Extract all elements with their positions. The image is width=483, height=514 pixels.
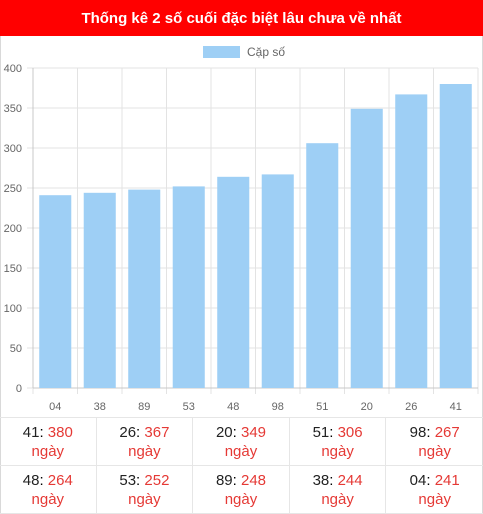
legend-swatch: [203, 46, 240, 58]
stat-days: 248: [240, 471, 267, 489]
stat-days: 367: [144, 423, 170, 441]
stat-unit: ngày: [321, 442, 354, 460]
chart-header: Thống kê 2 số cuối đặc biệt lâu chưa về …: [0, 0, 483, 36]
stat-unit: ngày: [128, 442, 161, 460]
y-tick-label: 250: [4, 183, 22, 195]
stat-number: 38: [312, 471, 330, 489]
stat-number: 53: [119, 471, 137, 489]
bar-51: [306, 143, 339, 388]
stat-unit: ngày: [31, 442, 65, 460]
stat-unit: ngày: [418, 442, 451, 460]
stats-table: 41: 380 ngày 26: 367 ngày 20: 349 ngày 5…: [0, 417, 483, 514]
y-tick-label: 150: [4, 263, 22, 275]
x-tick-label: 89: [138, 401, 150, 413]
stat-cell: 51: 306 ngày: [289, 418, 387, 466]
bar-98: [261, 174, 294, 388]
x-tick-label: 41: [450, 401, 462, 413]
y-tick-label: 0: [16, 383, 22, 395]
stat-cell: 98: 267 ngày: [386, 418, 483, 466]
legend-label: Cặp số: [247, 45, 285, 59]
x-tick-label: 26: [405, 401, 417, 413]
stat-days: 267: [434, 423, 460, 441]
stat-cell: 48: 264 ngày: [0, 466, 97, 514]
bar-20: [350, 108, 383, 389]
stat-cell: 26: 367 ngày: [96, 418, 194, 466]
stat-cell: 38: 244 ngày: [289, 466, 387, 514]
stat-days: 252: [144, 471, 170, 489]
stat-number: 51: [312, 423, 330, 441]
stat-cell: 41: 380 ngày: [0, 418, 97, 466]
x-tick-label: 38: [94, 401, 106, 413]
stat-unit: ngày: [31, 490, 65, 508]
x-tick-label: 04: [49, 401, 61, 413]
bar-38: [83, 192, 116, 388]
stat-number: 48: [22, 471, 40, 489]
stat-days: 306: [337, 423, 363, 441]
stat-days: 244: [337, 471, 363, 489]
y-tick-label: 350: [4, 103, 22, 115]
stat-days: 264: [47, 471, 73, 489]
stat-number: 98: [409, 423, 427, 441]
x-tick-label: 98: [272, 401, 284, 413]
stat-number: 26: [119, 423, 137, 441]
y-tick-label: 100: [4, 303, 22, 315]
y-tick-label: 300: [4, 143, 22, 155]
x-tick-label: 48: [227, 401, 239, 413]
stat-cell: 20: 349 ngày: [193, 418, 290, 466]
bar-89: [128, 189, 161, 388]
stat-unit: ngày: [224, 442, 258, 460]
y-tick-label: 200: [4, 223, 22, 235]
stat-days: 349: [240, 423, 267, 441]
stat-number: 41: [22, 423, 40, 441]
y-tick-label: 50: [10, 343, 22, 355]
bar-04: [39, 195, 72, 388]
stat-number: 89: [215, 471, 233, 489]
bar-26: [395, 94, 428, 389]
chart-title: Thống kê 2 số cuối đặc biệt lâu chưa về …: [81, 9, 402, 27]
stat-days: 380: [47, 423, 73, 441]
stat-number: 20: [215, 423, 233, 441]
bar-41: [439, 84, 472, 388]
bar-48: [217, 176, 250, 388]
x-tick-label: 51: [316, 401, 328, 413]
stat-unit: ngày: [224, 490, 258, 508]
bar-chart: 0 50 100 150 200 250 300 350 400 04 38 89 53 48 98 51 20…: [0, 36, 483, 416]
bar-chart-svg: 0 50 100 150 200 250 300 350 400 04 38 89 53 48 98 51 20…: [4, 45, 479, 413]
stat-unit: ngày: [128, 490, 161, 508]
stat-cell: 89: 248 ngày: [193, 466, 290, 514]
stat-number: 04: [409, 471, 427, 489]
x-tick-label: 53: [183, 401, 195, 413]
stat-cell: 53: 252 ngày: [96, 466, 194, 514]
stat-days: 241: [434, 471, 460, 489]
bar-53: [172, 186, 205, 388]
y-tick-label: 400: [4, 63, 22, 75]
x-tick-label: 20: [361, 401, 373, 413]
stat-unit: ngày: [321, 490, 354, 508]
stat-cell: 04: 241 ngày: [386, 466, 483, 514]
stat-unit: ngày: [418, 490, 451, 508]
